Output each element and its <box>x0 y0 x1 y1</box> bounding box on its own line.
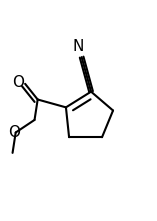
Text: O: O <box>12 75 24 90</box>
Text: O: O <box>8 125 20 140</box>
Text: N: N <box>73 39 84 54</box>
